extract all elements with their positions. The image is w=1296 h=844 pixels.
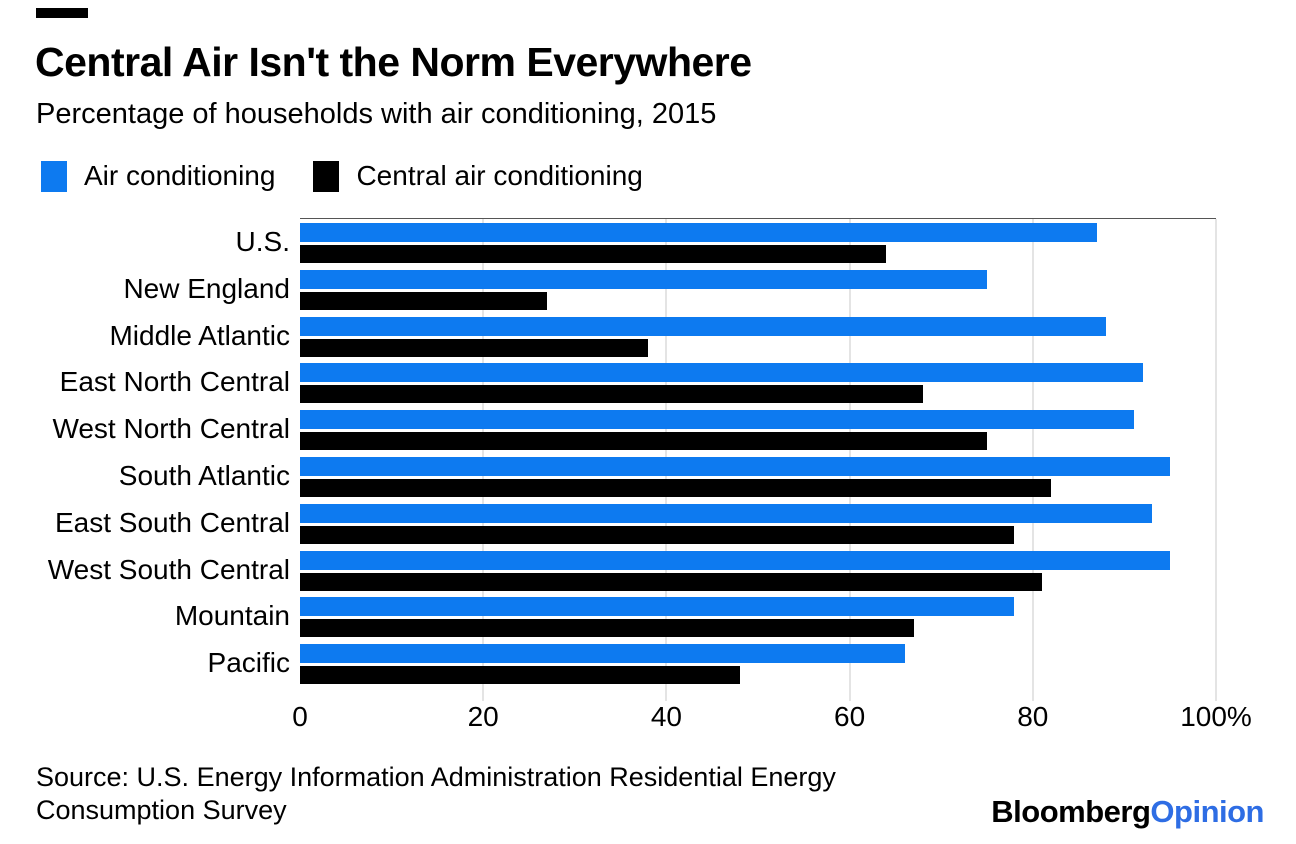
source-note: Source: U.S. Energy Information Administ… [36,761,836,827]
category-label-east-north-central: East North Central [59,366,290,398]
legend-item-central-air-conditioning: Central air conditioning [313,159,643,193]
legend: Air conditioning Central air conditioning [41,159,681,193]
category-label-west-south-central: West South Central [47,553,290,585]
bar-air-conditioning-east-north-central [300,363,1143,383]
bar-central-air-conditioning-u-s [300,245,887,263]
plot-area [300,218,1217,701]
bar-air-conditioning-u-s [300,223,1097,242]
tick-label-100: 100% [1180,701,1252,732]
tick-label-40: 40 [650,701,682,732]
bar-air-conditioning-pacific [300,644,905,664]
bar-air-conditioning-west-south-central [300,550,1171,570]
legend-item-air-conditioning: Air conditioning [41,159,275,193]
bar-air-conditioning-east-south-central [300,503,1152,523]
bar-central-air-conditioning-mountain [300,619,914,638]
tick-label-20: 20 [467,701,499,732]
bar-central-air-conditioning-west-south-central [300,572,1042,591]
chart-area: U.S. New England Middle Atlantic East North… [0,218,1296,758]
tick-label-80: 80 [1017,701,1049,732]
bar-air-conditioning-south-atlantic [300,457,1171,476]
bar-central-air-conditioning-west-north-central [300,432,987,451]
bar-air-conditioning-new-england [300,269,987,289]
bar-air-conditioning-mountain [300,597,1015,617]
category-label-new-england: New England [123,272,290,304]
brand-mark [36,8,88,18]
tick-label-0: 0 [292,701,308,732]
legend-swatch-central-air-conditioning [313,160,340,192]
category-label-south-atlantic: South Atlantic [118,460,290,491]
bar-central-air-conditioning-middle-atlantic [300,338,649,357]
bar-central-air-conditioning-east-south-central [300,525,1015,544]
bar-central-air-conditioning-east-north-central [300,385,923,404]
bar-central-air-conditioning-south-atlantic [300,479,1052,497]
chart-subtitle: Percentage of households with air condit… [36,98,717,130]
category-label-west-north-central: West North Central [52,413,290,445]
source-line-1: Source: U.S. Energy Information Administ… [36,762,836,792]
bar-central-air-conditioning-new-england [300,291,548,310]
category-label-mountain: Mountain [174,600,290,632]
gridline-100 [1215,219,1217,701]
category-label-pacific: Pacific [207,647,290,679]
legend-label-air-conditioning: Air conditioning [84,160,276,191]
tick-label-60: 60 [834,701,866,732]
logo-bloomberg-text: Bloomberg [991,794,1151,829]
bar-air-conditioning-west-north-central [300,410,1134,430]
category-label-u-s: U.S. [235,226,290,257]
bar-central-air-conditioning-pacific [300,666,740,685]
logo-opinion-text: Opinion [1150,794,1264,829]
source-line-2: Consumption Survey [36,795,287,825]
legend-swatch-air-conditioning [41,160,67,192]
chart-title: Central Air Isn't the Norm Everywhere [35,39,752,85]
category-label-middle-atlantic: Middle Atlantic [109,319,290,351]
category-label-east-south-central: East South Central [54,506,290,538]
bloomberg-logo: BloombergOpinion [991,794,1264,830]
legend-label-central-air-conditioning: Central air conditioning [356,160,643,191]
bar-air-conditioning-middle-atlantic [300,316,1107,336]
